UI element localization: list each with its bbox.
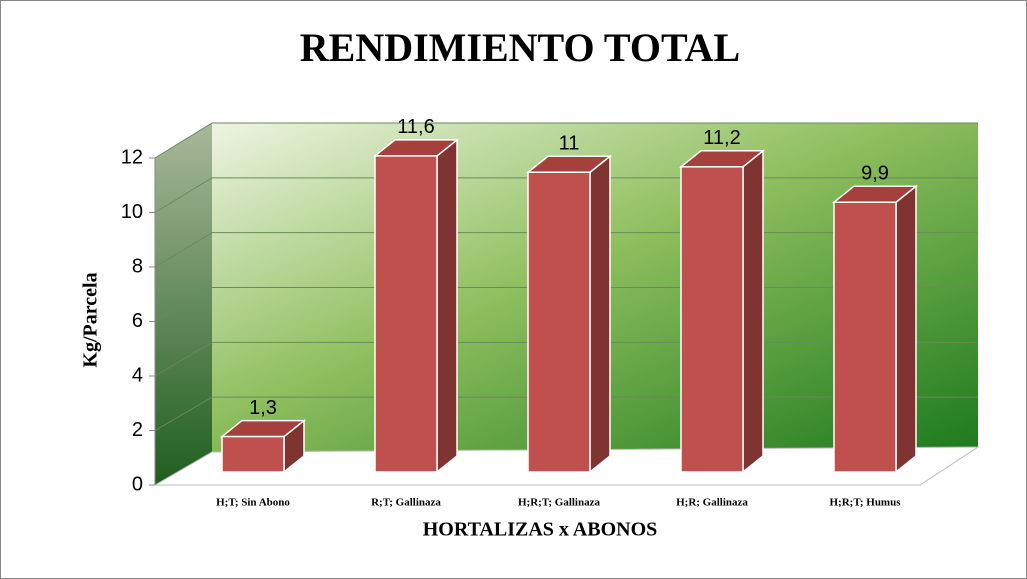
grid-line [154,341,213,377]
grid-line [154,287,213,322]
y-tick-label: 0 [132,473,143,495]
y-tick-label: 2 [132,419,143,441]
bar [374,155,438,473]
grid-line [154,232,213,268]
bar [527,171,591,473]
x-axis-title: HORTALIZAS x ABONOS [423,519,658,541]
x-tick-label: H;R;T; Humus [830,497,902,509]
bar [680,166,744,473]
y-tick-label: 10 [121,201,143,223]
x-tick-label: H;R;T; Gallinaza [518,497,600,509]
bar-side [895,184,917,474]
value-label: 9,9 [861,163,889,185]
y-tick-label: 12 [121,146,143,168]
x-tick-label: H;T; Sin Abono [216,497,290,509]
grid-line [154,177,213,213]
y-tick-label: 4 [132,364,143,386]
grid-line [154,122,213,159]
bar-side [589,154,611,474]
x-tick-label: H;R; Gallinaza [676,497,748,509]
bar-side [436,138,458,474]
x-tick-label: R;T; Gallinaza [371,497,441,509]
y-axis-title: Kg/Parcela [80,272,102,367]
value-label: 1,3 [249,397,277,419]
value-label: 11,6 [397,116,434,138]
grid-line [154,396,213,431]
bar [221,435,285,473]
chart-title: RENDIMIENTO TOTAL [300,25,741,70]
value-label: 11,2 [703,127,740,149]
y-tick-label: 6 [132,310,143,332]
value-label: 11 [559,133,580,155]
bar-side [742,149,764,474]
bar [833,201,897,473]
y-tick-label: 8 [132,255,143,277]
